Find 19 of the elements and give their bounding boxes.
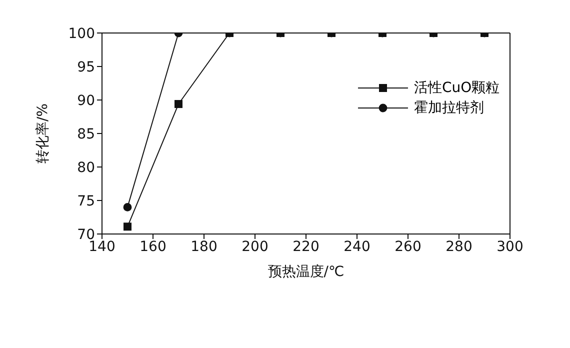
x-tick-label: 160 [140,238,166,255]
y-tick-label: 90 [77,92,95,109]
y-tick-label: 85 [77,126,95,142]
x-tick-label: 200 [242,238,268,255]
legend-label: 活性CuO颗粒 [414,79,500,97]
y-axis-title: 转化率/% [34,103,51,164]
legend-label: 霍加拉特剂 [414,99,484,117]
x-tick-label: 280 [446,238,472,255]
y-tick-label: 75 [77,193,95,210]
x-tick-label: 140 [88,238,116,255]
x-tick-label: 220 [292,238,320,255]
x-tick-label: 240 [344,238,370,255]
y-tick-label: 80 [77,160,95,176]
y-tick-label: 95 [77,59,95,76]
x-tick-label: 300 [496,238,524,255]
y-tick-label: 100 [68,26,95,42]
x-axis-title: 预热温度/℃ [268,264,344,280]
x-tick-label: 260 [394,238,422,255]
x-tick-label: 180 [190,238,218,255]
